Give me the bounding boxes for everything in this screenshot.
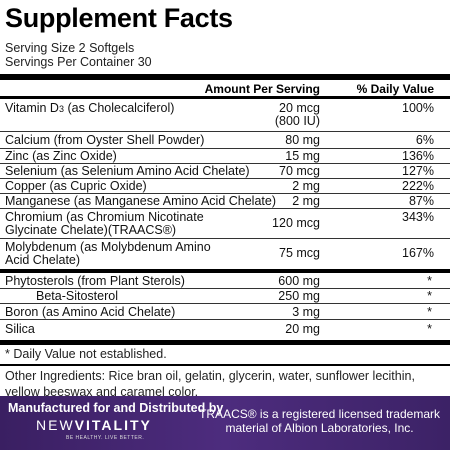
nutrient-amount: 15 mg (285, 149, 320, 163)
nutrient-dv: 87% (408, 194, 434, 208)
nutrient-amount: 75 mcg (279, 246, 320, 260)
nutrient-amount: 120 mcg (272, 216, 320, 230)
serving-size: Serving Size 2 Softgels (5, 41, 135, 55)
nutrient-dv: * (427, 289, 432, 303)
nutrient-dv: 100% (402, 101, 434, 115)
trademark-notice: TRAACS® is a registered licensed tradema… (199, 407, 440, 435)
nutrient-dv: 127% (402, 164, 434, 178)
footnote-rule (0, 364, 450, 366)
nutrient-name: Selenium (as Selenium Amino Acid Chelate… (5, 164, 250, 178)
row-divider (0, 193, 450, 194)
dv-footnote: * Daily Value not established. (5, 347, 167, 361)
row-divider (0, 319, 450, 320)
table-row: Silica 20 mg * (0, 320, 450, 340)
table-row: Chromium (as Chromium Nicotinate Glycina… (0, 209, 450, 239)
servings-per-container: Servings Per Container 30 (5, 55, 152, 69)
table-row: Molybdenum (as Molybdenum Amino Acid Che… (0, 239, 450, 269)
amount-header: Amount Per Serving (204, 82, 320, 96)
nutrient-amount: 250 mg (278, 289, 320, 303)
nutrient-name: Vitamin D3 (as Cholecalciferol) (5, 101, 175, 115)
nutrient-amount: 3 mg (292, 305, 320, 319)
row-divider (0, 208, 450, 209)
row-divider (0, 238, 450, 239)
nutrient-amount: 20 mg (285, 322, 320, 336)
nutrient-name: Silica (5, 322, 35, 336)
nutrient-amount: 2 mg (292, 179, 320, 193)
nutrient-dv: * (427, 305, 432, 319)
table-row: Vitamin D3 (as Cholecalciferol) 20 mcg (… (0, 99, 450, 132)
manufacturer-band: Manufactured for and Distributed by NEWV… (0, 396, 450, 450)
thick-rule-header (0, 96, 450, 99)
nutrient-dv: 222% (402, 179, 434, 193)
dv-header: % Daily Value (356, 82, 434, 96)
table-row: Manganese (as Manganese Amino Acid Chela… (0, 194, 450, 209)
row-divider (0, 303, 450, 304)
table-row: Phytosterols (from Plant Sterols) 600 mg… (0, 273, 450, 289)
table-row: Boron (as Amino Acid Chelate) 3 mg * (0, 304, 450, 320)
table-row: Selenium (as Selenium Amino Acid Chelate… (0, 164, 450, 179)
brand-logo: NEWVITALITY (36, 417, 152, 433)
row-divider (0, 178, 450, 179)
table-row: Copper (as Cupric Oxide) 2 mg 222% (0, 179, 450, 194)
nutrient-amount: 70 mcg (279, 164, 320, 178)
nutrient-dv: * (427, 322, 432, 336)
nutrient-dv: 6% (415, 133, 434, 147)
nutrient-dv: 136% (402, 149, 434, 163)
nutrient-name: Boron (as Amino Acid Chelate) (5, 305, 176, 319)
table-row: Beta-Sitosterol 250 mg * (0, 289, 450, 304)
thick-rule-bottom (0, 340, 450, 345)
row-divider (0, 131, 450, 132)
thick-rule-mid (0, 269, 450, 273)
table-row: Zinc (as Zinc Oxide) 15 mg 136% (0, 149, 450, 164)
nutrient-name: Manganese (as Manganese Amino Acid Chela… (5, 194, 276, 208)
brand-tagline: BE HEALTHY. LIVE BETTER. (66, 435, 145, 441)
nutrient-amount: 600 mg (278, 274, 320, 288)
nutrient-name: Molybdenum (as Molybdenum Amino Acid Che… (5, 240, 211, 267)
nutrient-amount: 2 mg (292, 194, 320, 208)
row-divider (0, 163, 450, 164)
nutrient-name: Phytosterols (from Plant Sterols) (5, 274, 185, 288)
manufacturer-text: Manufactured for and Distributed by (8, 401, 224, 415)
nutrient-name: Chromium (as Chromium Nicotinate Glycina… (5, 210, 204, 237)
other-ingredients: Other Ingredients: Rice bran oil, gelati… (5, 369, 415, 399)
nutrient-name: Zinc (as Zinc Oxide) (5, 149, 117, 163)
nutrient-amount: 80 mg (285, 133, 320, 147)
thick-rule-top (0, 74, 450, 80)
nutrient-dv: * (427, 274, 432, 288)
nutrient-name: Beta-Sitosterol (36, 289, 118, 303)
nutrient-name: Copper (as Cupric Oxide) (5, 179, 147, 193)
nutrient-amount: 20 mcg (800 IU) (274, 101, 320, 128)
row-divider (0, 288, 450, 289)
panel-title: Supplement Facts (5, 3, 233, 33)
nutrient-name: Calcium (from Oyster Shell Powder) (5, 133, 205, 147)
table-row: Calcium (from Oyster Shell Powder) 80 mg… (0, 132, 450, 149)
nutrient-dv: 343% (402, 210, 434, 224)
nutrient-dv: 167% (402, 246, 434, 260)
row-divider (0, 148, 450, 149)
